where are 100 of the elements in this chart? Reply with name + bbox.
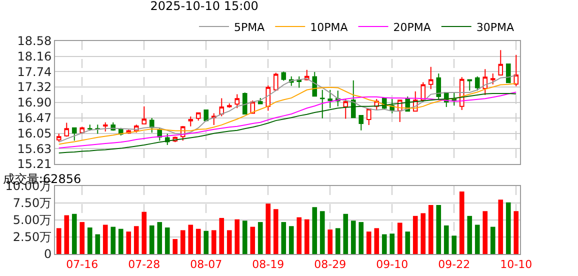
legend-label: 5PMA [234, 20, 266, 34]
x-tick-label: 09-22 [438, 258, 470, 272]
candlestick [196, 112, 201, 122]
bar [266, 204, 271, 254]
candlestick [102, 122, 108, 132]
candlestick [188, 116, 194, 127]
x-tick-label: 08-07 [190, 258, 222, 272]
bar [498, 200, 504, 254]
candlestick [234, 94, 240, 109]
chart-title: 2025-10-10 15:00 [150, 0, 258, 14]
bar [412, 216, 418, 254]
bar [358, 222, 364, 254]
candlestick [420, 82, 426, 101]
candlestick [72, 127, 77, 142]
bar [72, 214, 77, 254]
candlestick [436, 72, 442, 100]
bar [56, 228, 62, 254]
bar [296, 217, 302, 254]
bar [304, 219, 310, 254]
legend-label: 30PMA [476, 20, 514, 34]
bar [196, 228, 201, 254]
bar [64, 215, 70, 254]
bar [420, 213, 426, 254]
candlestick [142, 106, 147, 124]
bar [242, 220, 248, 254]
candlestick [219, 98, 224, 117]
bar [428, 205, 434, 254]
bar [467, 216, 472, 254]
y-tick-label: 2.50万 [12, 230, 52, 244]
x-tick-label: 07-16 [66, 258, 98, 272]
y-tick-label: 18.16 [17, 50, 52, 64]
y-tick-label: 16.05 [17, 126, 52, 141]
bar [350, 220, 356, 254]
candlestick [490, 72, 496, 85]
candlestick [320, 89, 325, 119]
bar [87, 227, 92, 254]
bar [80, 222, 85, 254]
candlestick [226, 102, 232, 108]
candlestick [482, 68, 488, 96]
bar [405, 232, 410, 254]
bar [514, 211, 519, 254]
bar [335, 228, 340, 254]
candlestick [358, 114, 364, 131]
candlestick [328, 89, 333, 109]
candlestick [95, 124, 100, 134]
y-tick-label: 17.32 [17, 80, 52, 94]
candlestick [64, 122, 70, 138]
bar [459, 191, 464, 254]
candlestick [343, 98, 348, 120]
candlestick [514, 54, 519, 87]
candlestick [149, 118, 154, 134]
bar [382, 234, 387, 254]
bar [452, 236, 457, 254]
candlestick [266, 85, 271, 112]
candlestick [350, 80, 356, 118]
candlestick [242, 92, 248, 114]
bar [188, 224, 194, 254]
candlestick [281, 71, 286, 82]
bar [226, 230, 232, 254]
bar [180, 230, 186, 254]
x-tick-label: 08-29 [314, 258, 346, 272]
y-tick-label: 0 [44, 247, 52, 262]
bar [328, 230, 333, 254]
candlestick [506, 63, 511, 84]
bar [211, 230, 216, 254]
y-tick-label: 17.74 [17, 64, 52, 79]
candlestick [467, 79, 472, 92]
candlestick [498, 50, 504, 76]
bar [281, 222, 286, 254]
bar [110, 226, 116, 254]
bar [436, 205, 442, 254]
candlestick [452, 92, 457, 106]
candlestick [87, 124, 92, 132]
legend-label: 10PMA [310, 20, 348, 34]
bar [149, 225, 154, 254]
bar [142, 212, 147, 254]
bar [258, 222, 263, 254]
x-tick-label: 08-19 [252, 258, 284, 272]
bar [250, 226, 256, 254]
y-tick-label: 16.47 [17, 111, 52, 126]
bar [444, 225, 449, 254]
bar [482, 211, 488, 254]
candlestick [56, 133, 62, 142]
bar [343, 214, 348, 254]
candlestick [366, 108, 372, 126]
candlestick [204, 109, 209, 122]
bar [506, 202, 511, 254]
bar [288, 226, 294, 254]
bar [219, 218, 224, 254]
bar [390, 234, 395, 254]
y-tick-label: 7.50万 [12, 196, 52, 210]
bar [366, 232, 372, 254]
candlestick [273, 72, 278, 90]
bar [118, 228, 124, 254]
bar [95, 234, 100, 254]
bar [234, 219, 240, 254]
bar [134, 226, 139, 254]
bar [172, 239, 178, 254]
bar [164, 227, 170, 254]
x-tick-label: 10-10 [500, 258, 532, 272]
